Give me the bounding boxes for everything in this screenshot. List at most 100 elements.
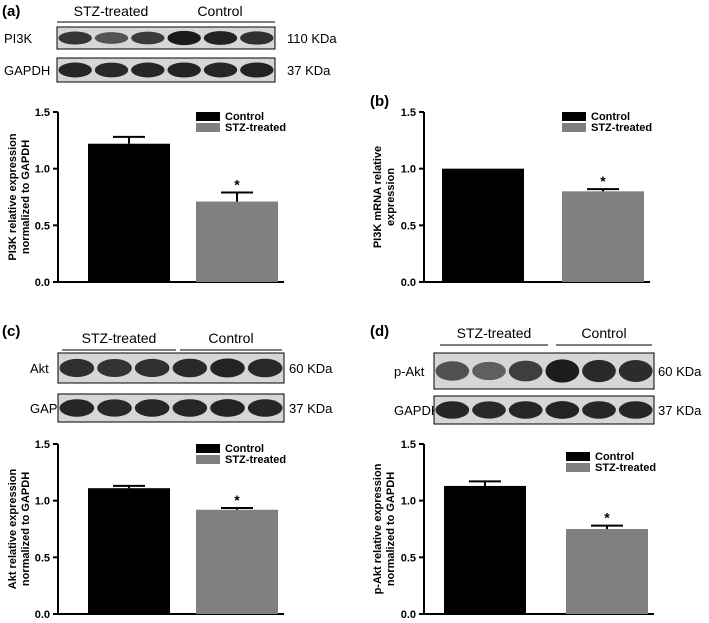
blot-panel-d: STZ-treated Control p-Akt 60 KDa GAPDH 37 KDa bbox=[394, 325, 702, 425]
blot-band bbox=[210, 358, 245, 378]
blot-band bbox=[582, 401, 616, 419]
blot-band bbox=[545, 359, 580, 383]
blot-band bbox=[545, 401, 580, 419]
blot-band bbox=[134, 399, 170, 417]
blot-panel-a: STZ-treated Control PI3K 110 KDa GAPDH 37 KDa bbox=[4, 3, 337, 83]
blot-band bbox=[131, 62, 165, 78]
blot-group-label: Control bbox=[197, 3, 242, 19]
blot-band bbox=[435, 361, 470, 381]
blot-band bbox=[59, 399, 95, 417]
y-axis-label-line: normalized to GAPDH bbox=[385, 472, 397, 586]
blot-row-name: Akt bbox=[30, 361, 49, 376]
blot-band bbox=[240, 62, 274, 78]
y-tick-label: 0.5 bbox=[35, 552, 50, 564]
panel-label-c: (c) bbox=[2, 323, 20, 340]
bar-stz-treated bbox=[566, 529, 648, 614]
y-tick-label: 1.0 bbox=[401, 164, 416, 176]
legend-label: STZ-treated bbox=[225, 454, 286, 466]
chart-a: 0.0 0.5 1.0 1.5 PI3K relative expressionnorm… bbox=[7, 107, 286, 289]
blot-band bbox=[94, 32, 129, 44]
blot-band bbox=[582, 359, 616, 383]
blot-band bbox=[203, 62, 238, 78]
y-axis-label: Akt relative expressionnormalized to GAP… bbox=[7, 468, 32, 589]
blot-row-name: GAPDH bbox=[4, 63, 50, 78]
y-tick-label: 0.0 bbox=[401, 609, 416, 621]
y-tick-label: 0.0 bbox=[35, 609, 50, 621]
blot-band bbox=[240, 31, 274, 45]
significance-marker: * bbox=[600, 173, 606, 189]
blot-band bbox=[247, 358, 283, 378]
y-tick-label: 0.5 bbox=[401, 220, 416, 232]
panel-label-b: (b) bbox=[370, 93, 389, 110]
blot-band bbox=[508, 401, 543, 419]
y-tick-label: 1.0 bbox=[35, 164, 50, 176]
blot-row-size: 60 KDa bbox=[289, 361, 333, 376]
blot-band bbox=[435, 401, 470, 419]
blot-membrane bbox=[433, 395, 655, 425]
blot-membrane bbox=[57, 352, 285, 384]
legend-swatch bbox=[196, 455, 220, 464]
blot-band bbox=[167, 30, 201, 46]
legend-label: Control bbox=[225, 111, 264, 123]
y-tick-label: 0.0 bbox=[35, 277, 50, 289]
y-tick-label: 1.0 bbox=[35, 496, 50, 508]
y-axis-label-line: Akt relative expression bbox=[7, 468, 19, 589]
y-tick-label: 1.5 bbox=[401, 439, 416, 451]
panel-label-a: (a) bbox=[2, 3, 20, 20]
blot-group-label: STZ-treated bbox=[74, 3, 149, 19]
blot-band bbox=[59, 358, 95, 378]
y-tick-label: 1.5 bbox=[35, 439, 50, 451]
bar-control bbox=[444, 485, 526, 614]
blot-band bbox=[508, 360, 543, 382]
legend-label: Control bbox=[595, 451, 634, 463]
legend-swatch bbox=[566, 463, 590, 472]
chart-c: 0.0 0.5 1.0 1.5 Akt relative expressionnorma… bbox=[7, 439, 286, 621]
y-axis-label-line: PI3K relative expression bbox=[7, 133, 19, 260]
blot-band bbox=[58, 62, 92, 78]
chart-d: 0.0 0.5 1.0 1.5 p-Akt relative expressionnor… bbox=[372, 439, 656, 621]
blot-row-size: 37 KDa bbox=[287, 63, 331, 78]
blot-group-label: Control bbox=[208, 330, 253, 346]
y-tick-label: 0.5 bbox=[35, 220, 50, 232]
y-tick-label: 0.5 bbox=[401, 552, 416, 564]
blot-band bbox=[134, 358, 170, 378]
blot-row-name: PI3K bbox=[4, 31, 33, 46]
y-axis-label-line: p-Akt relative expression bbox=[372, 463, 384, 594]
chart-b: 0.0 0.5 1.0 1.5 PI3K mRNA relativeexpression… bbox=[372, 107, 652, 289]
bar-control bbox=[442, 168, 524, 282]
bar-control bbox=[88, 143, 170, 282]
y-axis-label: PI3K mRNA relativeexpression bbox=[372, 146, 397, 248]
blot-band bbox=[131, 31, 165, 45]
y-tick-label: 1.5 bbox=[401, 107, 416, 119]
blot-band bbox=[203, 31, 238, 45]
blot-band bbox=[94, 62, 129, 78]
y-axis-label: PI3K relative expressionnormalized to GA… bbox=[7, 133, 32, 260]
bar-control bbox=[88, 488, 170, 614]
legend-label: STZ-treated bbox=[591, 122, 652, 134]
blot-band bbox=[167, 62, 201, 78]
blot-row-size: 37 KDa bbox=[658, 403, 702, 418]
y-axis-label-line: normalized to GAPDH bbox=[20, 472, 32, 586]
blot-group-label: STZ-treated bbox=[457, 325, 532, 341]
y-axis-label-line: normalized to GAPDH bbox=[20, 140, 32, 254]
blot-group-label: Control bbox=[581, 325, 626, 341]
y-tick-label: 1.5 bbox=[35, 107, 50, 119]
significance-marker: * bbox=[234, 492, 240, 508]
legend-swatch bbox=[562, 123, 586, 132]
legend-swatch bbox=[196, 123, 220, 132]
blot-band bbox=[618, 359, 653, 383]
blot-band bbox=[210, 399, 245, 417]
legend-swatch bbox=[562, 112, 586, 121]
blot-band bbox=[58, 31, 92, 45]
legend-label: Control bbox=[591, 111, 630, 123]
blot-row-size: 110 KDa bbox=[287, 31, 337, 46]
legend-label: Control bbox=[225, 443, 264, 455]
legend-swatch bbox=[566, 452, 590, 461]
y-axis-label: p-Akt relative expressionnormalized to G… bbox=[372, 463, 397, 594]
blot-band bbox=[97, 399, 132, 417]
bar-stz-treated bbox=[562, 191, 644, 282]
blot-band bbox=[472, 401, 506, 419]
